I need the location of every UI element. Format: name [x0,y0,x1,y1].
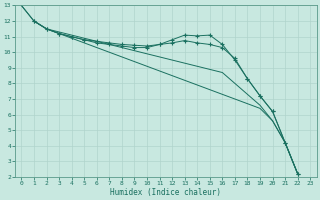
X-axis label: Humidex (Indice chaleur): Humidex (Indice chaleur) [110,188,221,197]
